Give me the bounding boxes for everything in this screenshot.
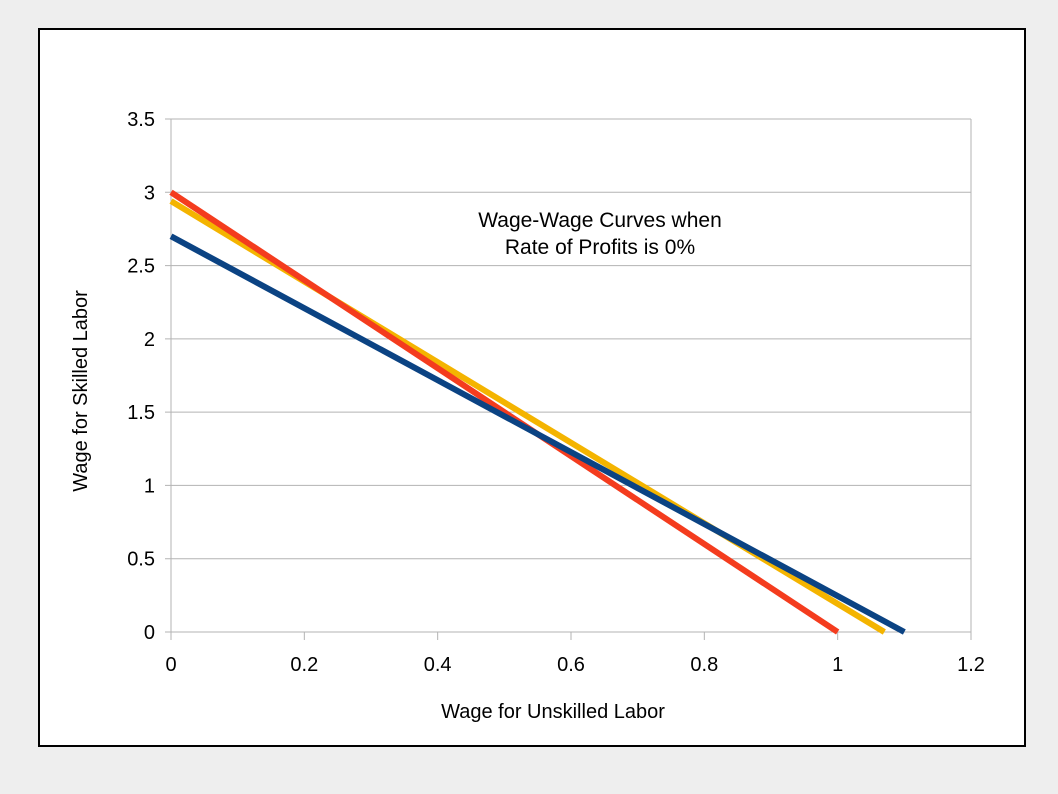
series-line-3 [169, 233, 906, 635]
x-tick-label: 0.8 [690, 654, 718, 676]
chart-annotation-line-2: Rate of Profits is 0% [505, 236, 695, 259]
y-tick-label: 2.5 [127, 256, 155, 278]
series-lines [169, 189, 906, 635]
x-tick-label: 0 [165, 654, 176, 676]
y-tick-label: 3 [144, 182, 155, 204]
chart-annotation-line-1: Wage-Wage Curves when [478, 209, 722, 232]
x-tick-label: 1 [832, 654, 843, 676]
x-axis-label: Wage for Unskilled Labor [441, 701, 665, 723]
y-axis-label: Wage for Skilled Labor [70, 290, 92, 492]
series-line-2 [169, 189, 840, 635]
x-tick-label: 1.2 [957, 654, 985, 676]
y-tick-label: 3.5 [127, 109, 155, 131]
x-tick-label: 0.6 [557, 654, 585, 676]
chart-frame [38, 28, 1026, 747]
gridlines [165, 118, 971, 633]
y-tick-label: 1 [144, 475, 155, 497]
x-tick-label: 0.2 [290, 654, 318, 676]
x-tick-label: 0.4 [424, 654, 452, 676]
y-tick-label: 1.5 [127, 402, 155, 424]
axes [170, 119, 972, 640]
y-tick-label: 0 [144, 622, 155, 644]
y-tick-label: 2 [144, 329, 155, 351]
y-tick-label: 0.5 [127, 549, 155, 571]
tick-labels: 0 0.5 1 1.5 2 2.5 3 3.5 0 0.2 0.4 0.6 0.8 1 1.2 [127, 109, 985, 676]
